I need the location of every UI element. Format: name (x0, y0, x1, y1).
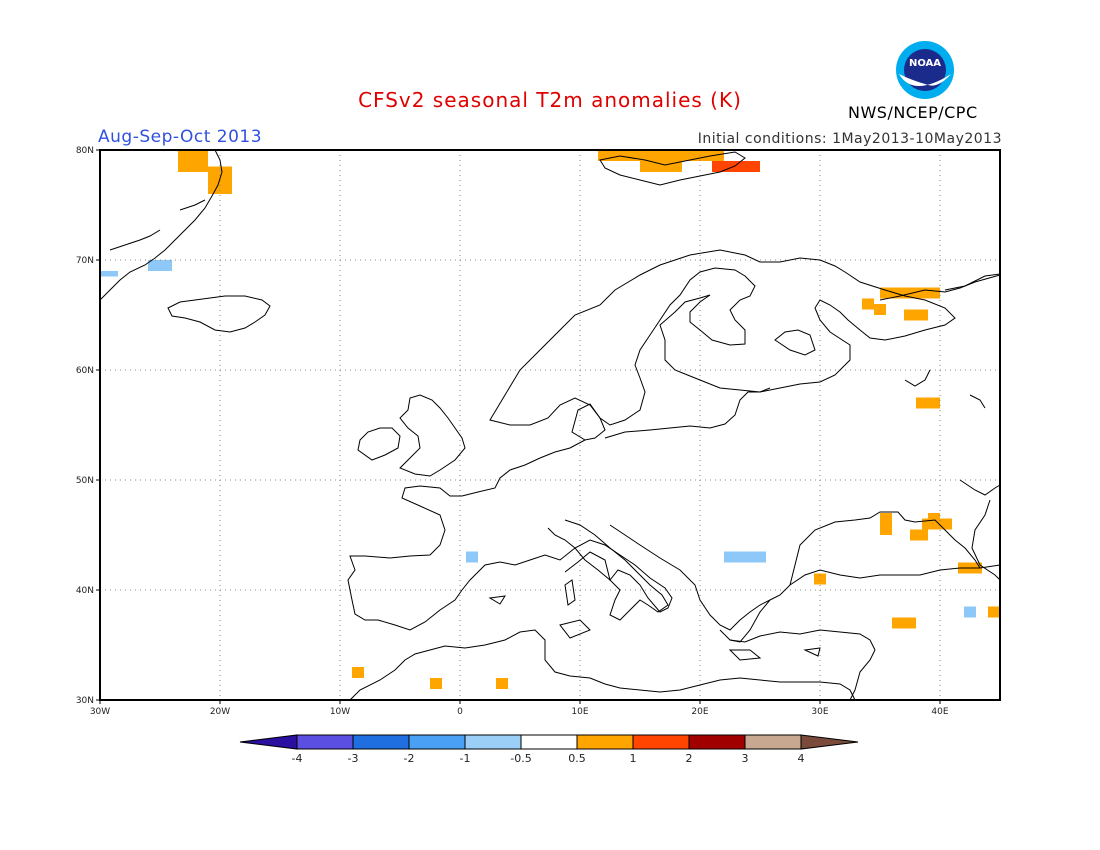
anomaly-cells (100, 150, 1000, 689)
lat-tick-label: 40N (76, 586, 94, 596)
lon-tick-label: 20E (691, 707, 708, 717)
colorbar-tick-label: 0.5 (568, 752, 586, 765)
anomaly-cell (100, 271, 118, 277)
colorbar-tick-label: 4 (798, 752, 805, 765)
anomaly-cell (178, 150, 208, 172)
anomaly-cell (964, 606, 976, 618)
anomaly-cell (496, 678, 508, 689)
lon-tick-label: 10W (330, 707, 350, 717)
anomaly-cell (640, 150, 682, 172)
colorbar-arrow-high (800, 734, 859, 750)
lon-tick-label: 20W (210, 707, 230, 717)
anomaly-cell (712, 161, 760, 172)
initial-conditions: Initial conditions: 1May2013-10May2013 (697, 131, 1002, 147)
noaa-logo-text: NOAA (909, 58, 941, 69)
anomaly-cell (862, 298, 874, 310)
colorbar-swatch (352, 734, 410, 750)
colorbar-tick-label: -4 (292, 752, 303, 765)
colorbar-tick-label: -3 (348, 752, 359, 765)
anomaly-cell (874, 304, 886, 315)
anomaly-cell (724, 551, 766, 563)
lat-tick-label: 30N (76, 696, 94, 706)
anomaly-cell (466, 551, 478, 563)
map-frame (99, 149, 1001, 701)
anomaly-cell (352, 667, 364, 678)
map-gridlines (100, 150, 1000, 700)
colorbar-tick-label: 1 (630, 752, 637, 765)
anomaly-cell (430, 678, 442, 689)
lat-tick-label: 50N (76, 476, 94, 486)
lon-tick-label: 10E (571, 707, 588, 717)
anomaly-cell (928, 513, 940, 519)
colorbar-swatch (520, 734, 578, 750)
anomaly-cell (916, 397, 940, 409)
anomaly-cell (814, 573, 826, 585)
lon-tick-label: 0 (457, 707, 463, 717)
colorbar-swatch (632, 734, 690, 750)
colorbar-swatch (744, 734, 802, 750)
lon-tick-label: 30E (811, 707, 828, 717)
anomaly-cell (598, 150, 640, 161)
axis-labels: 30W 20W 10W 0 10E 20E 30E 40E 30N 40N 50N 60N 70N 80N (76, 146, 949, 717)
noaa-logo: NOAA (896, 41, 954, 99)
lon-tick-label: 30W (90, 707, 110, 717)
colorbar-swatch (408, 734, 466, 750)
lat-tick-label: 60N (76, 366, 94, 376)
colorbar-arrow-low (239, 734, 298, 750)
colorbar-tick-label: -2 (404, 752, 415, 765)
map-title-text: CFSv2 seasonal T2m anomalies (K) (358, 88, 742, 112)
anomaly-cell (880, 287, 940, 299)
anomaly-cell (682, 150, 724, 161)
colorbar-tick-label: 2 (686, 752, 693, 765)
colorbar-swatch (688, 734, 746, 750)
anomaly-cell (880, 513, 892, 535)
forecast-period: Aug-Sep-Oct 2013 (98, 127, 263, 147)
anomaly-cell (148, 260, 172, 271)
coastlines (99, 149, 1001, 701)
colorbar-tick-label: -0.5 (510, 752, 531, 765)
anomaly-cell (922, 518, 952, 530)
colorbar: -4 -3 -2 -1 -0.5 0.5 1 2 3 4 (239, 734, 859, 765)
colorbar-swatch (464, 734, 522, 750)
map-title: CFSv2 seasonal T2m anomalies (K) (0, 88, 1100, 112)
colorbar-tick-label: -1 (460, 752, 471, 765)
lon-tick-label: 40E (931, 707, 948, 717)
anomaly-cell (904, 309, 928, 321)
colorbar-swatch (296, 734, 354, 750)
colorbar-tick-label: 3 (742, 752, 749, 765)
colorbar-swatch (576, 734, 634, 750)
lat-tick-label: 70N (76, 256, 94, 266)
agency-label: NWS/NCEP/CPC (848, 103, 978, 122)
lat-tick-label: 80N (76, 146, 94, 156)
anomaly-cell (910, 529, 928, 541)
anomaly-cell (988, 606, 1000, 618)
anomaly-cell (892, 617, 916, 629)
